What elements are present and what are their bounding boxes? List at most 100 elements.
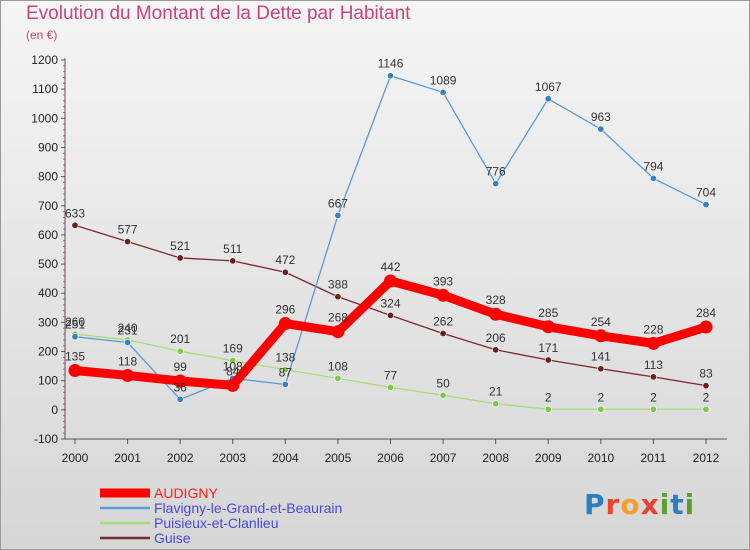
legend-label: AUDIGNY bbox=[154, 485, 218, 501]
x-tick-label: 2006 bbox=[377, 451, 404, 465]
data-point bbox=[702, 382, 710, 390]
data-label: 284 bbox=[696, 306, 716, 320]
data-point bbox=[597, 405, 605, 413]
data-label: 201 bbox=[170, 332, 190, 346]
y-tick-label: 400 bbox=[38, 286, 58, 300]
data-point bbox=[439, 329, 447, 337]
data-label: 228 bbox=[643, 322, 663, 336]
data-label: 231 bbox=[118, 324, 138, 338]
data-label: 1146 bbox=[378, 57, 404, 71]
data-label: 776 bbox=[486, 165, 506, 179]
data-point bbox=[597, 365, 605, 373]
y-tick-label: 1100 bbox=[32, 82, 58, 96]
data-label: 794 bbox=[643, 159, 663, 173]
data-point bbox=[544, 95, 552, 103]
data-point bbox=[334, 293, 342, 301]
data-point bbox=[594, 329, 608, 343]
proxiti-logo: Proxiti bbox=[584, 488, 695, 521]
data-point bbox=[176, 395, 184, 403]
data-label: 50 bbox=[436, 376, 450, 390]
y-tick-label: 500 bbox=[38, 257, 58, 271]
legend-label: Puisieux-et-Clanlieu bbox=[154, 515, 279, 531]
data-point bbox=[699, 320, 713, 334]
data-point bbox=[278, 317, 292, 331]
y-tick-label: 200 bbox=[38, 345, 58, 359]
axes: -100 0 100 200 300 400 500 600 700 800 900 1000 1100… bbox=[31, 53, 727, 465]
data-point bbox=[229, 357, 237, 365]
data-point bbox=[124, 339, 132, 347]
data-label: 118 bbox=[118, 354, 137, 368]
data-label: 2 bbox=[545, 390, 552, 404]
data-point bbox=[439, 391, 447, 399]
data-point bbox=[229, 257, 237, 265]
chart-title: Evolution du Montant de la Dette par Hab… bbox=[26, 3, 411, 24]
data-label: 296 bbox=[275, 303, 295, 317]
data-label: 963 bbox=[591, 110, 611, 124]
y-tick-label: 300 bbox=[38, 315, 58, 329]
x-tick-label: 2003 bbox=[219, 451, 246, 465]
data-label: 285 bbox=[538, 306, 558, 320]
data-point bbox=[702, 405, 710, 413]
data-point bbox=[71, 333, 79, 341]
data-label: 108 bbox=[223, 359, 243, 373]
x-tick-label: 2012 bbox=[693, 451, 720, 465]
logo-letter: i bbox=[659, 488, 671, 521]
data-label: 36 bbox=[173, 380, 187, 394]
y-tick-label: 1000 bbox=[31, 111, 58, 125]
data-label: 633 bbox=[65, 206, 85, 220]
data-point bbox=[649, 405, 657, 413]
data-label: 1089 bbox=[430, 73, 457, 87]
logo-letter: o bbox=[620, 488, 641, 521]
data-label: 169 bbox=[223, 342, 243, 356]
data-point bbox=[173, 374, 187, 388]
data-point bbox=[492, 400, 500, 408]
data-point bbox=[649, 373, 657, 381]
data-label: 83 bbox=[699, 367, 713, 381]
data-label: 511 bbox=[223, 242, 242, 256]
data-label: 77 bbox=[384, 368, 398, 382]
data-label: 393 bbox=[433, 274, 453, 288]
data-point bbox=[124, 238, 132, 246]
y-tick-label: 0 bbox=[51, 403, 58, 417]
data-point bbox=[281, 380, 289, 388]
data-label: 87 bbox=[279, 365, 293, 379]
y-tick-label: 800 bbox=[38, 170, 58, 184]
data-point bbox=[489, 307, 503, 321]
legend: AUDIGNYFlavigny-le-Grand-et-BeaurainPuis… bbox=[100, 485, 342, 546]
x-tick-label: 2007 bbox=[430, 451, 457, 465]
data-point bbox=[386, 383, 394, 391]
y-tick-label: 600 bbox=[38, 228, 58, 242]
data-label: 171 bbox=[538, 341, 558, 355]
data-label: 135 bbox=[65, 349, 85, 363]
data-label: 388 bbox=[328, 278, 348, 292]
data-label: 138 bbox=[275, 351, 295, 365]
y-tick-label: -100 bbox=[34, 432, 58, 446]
x-tick-label: 2008 bbox=[482, 451, 509, 465]
data-label: 704 bbox=[696, 186, 716, 200]
x-tick-label: 2001 bbox=[114, 451, 141, 465]
data-label: 108 bbox=[328, 359, 348, 373]
data-point bbox=[649, 174, 657, 182]
logo-letter: t bbox=[670, 488, 685, 521]
data-point bbox=[436, 288, 450, 302]
data-label: 472 bbox=[275, 253, 295, 267]
data-label: 268 bbox=[328, 311, 348, 325]
data-label: 324 bbox=[380, 296, 400, 310]
y-tick-label: 1200 bbox=[31, 53, 58, 67]
data-label: 240 bbox=[118, 321, 138, 335]
data-label: 667 bbox=[328, 196, 348, 210]
data-label: 141 bbox=[591, 350, 611, 364]
data-point bbox=[702, 201, 710, 209]
x-tick-label: 2010 bbox=[587, 451, 614, 465]
data-point bbox=[331, 325, 345, 339]
data-label: 99 bbox=[173, 360, 187, 374]
logo-letter: r bbox=[605, 488, 621, 521]
data-label: 2 bbox=[650, 390, 657, 404]
data-point bbox=[71, 221, 79, 229]
data-point bbox=[544, 405, 552, 413]
x-tick-label: 2009 bbox=[535, 451, 562, 465]
data-label: 206 bbox=[486, 331, 506, 345]
x-tick-label: 2011 bbox=[641, 451, 667, 465]
data-label: 84 bbox=[226, 364, 240, 378]
